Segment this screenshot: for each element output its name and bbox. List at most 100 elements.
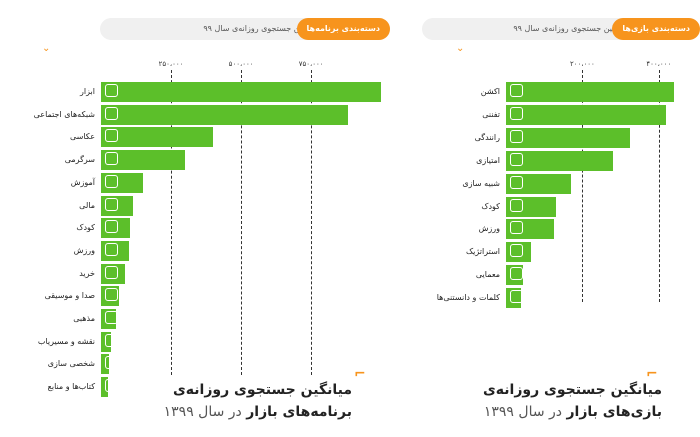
apps-category-label: صدا و موسیقی bbox=[44, 291, 95, 301]
apps-bar bbox=[101, 240, 130, 261]
shopping-icon bbox=[105, 265, 118, 279]
games-bar bbox=[506, 265, 524, 286]
games-bar bbox=[506, 82, 675, 102]
games-footer-subtitle: بازی‌های بازار در سال ۱۳۹۹ bbox=[484, 404, 662, 420]
games-bar bbox=[506, 288, 523, 309]
apps-gridline bbox=[171, 70, 173, 375]
social-icon bbox=[105, 106, 118, 120]
apps-bar bbox=[101, 286, 120, 307]
games-bar bbox=[506, 127, 631, 148]
games-category-pill: دسته‌بندی بازی‌ها bbox=[612, 18, 700, 40]
games-bar bbox=[506, 196, 556, 217]
apps-bar bbox=[101, 263, 125, 284]
games-category-label: شبیه سازی bbox=[462, 178, 500, 188]
racing-icon bbox=[510, 129, 523, 143]
chevron-down-icon: ⌄ bbox=[456, 43, 465, 54]
books-icon bbox=[105, 379, 118, 393]
apps-bar bbox=[101, 354, 118, 375]
apps-bar bbox=[101, 331, 118, 352]
games-category-label: استراتژیک bbox=[465, 247, 500, 257]
apps-footer-bold: برنامه‌های بازار bbox=[246, 404, 352, 420]
apps-category-label: ابزار bbox=[80, 87, 95, 96]
games-header-pill: میانگین جستجوی روزانه‌ی سال ۹۹ دسته‌بندی… bbox=[422, 18, 700, 40]
camera-icon bbox=[105, 129, 118, 143]
games-category-label: ورزش bbox=[478, 224, 500, 234]
games-tick-label: ۴۰۰،۰۰۰ bbox=[646, 60, 672, 68]
games-footer-bold: بازی‌های بازار bbox=[566, 404, 662, 420]
games-gridline bbox=[658, 70, 660, 302]
apps-panel: میانگین جستجوی روزانه‌ی سال ۹۹ دسته‌بندی… bbox=[33, 18, 390, 420]
apps-category-label: کودک bbox=[76, 223, 95, 233]
games-category-label: تفننی bbox=[482, 109, 500, 119]
apps-bar bbox=[101, 127, 214, 148]
games-bar bbox=[506, 219, 554, 240]
apps-category-label: عکاسی bbox=[70, 132, 95, 142]
apps-category-label: مذهبی bbox=[73, 314, 95, 323]
apps-category-pill: دسته‌بندی برنامه‌ها bbox=[296, 18, 390, 40]
games-footer-year: در سال ۱۳۹۹ bbox=[483, 404, 563, 420]
games-bar bbox=[506, 242, 531, 263]
music-icon bbox=[105, 288, 118, 302]
strategy-icon bbox=[510, 244, 523, 258]
action-icon bbox=[510, 84, 523, 97]
games-gridline bbox=[582, 70, 584, 302]
apps-category-label: نقشه و مسیریاب bbox=[37, 336, 95, 346]
games-tick-label: ۲۰۰،۰۰۰ bbox=[569, 60, 595, 68]
games-category-label: اکشن bbox=[480, 87, 500, 96]
corner-arrow-icon: ⌐ bbox=[646, 366, 658, 382]
apps-footer-year: در سال ۱۳۹۹ bbox=[163, 404, 242, 420]
apps-bar bbox=[101, 82, 382, 102]
puzzle-icon bbox=[510, 267, 523, 281]
games-chart-title: میانگین جستجوی روزانه‌ی سال ۹۹ bbox=[513, 24, 628, 33]
apps-bar bbox=[101, 377, 118, 398]
games-category-label: معمایی bbox=[475, 270, 500, 280]
apps-category-label: شخصی سازی bbox=[47, 359, 95, 369]
apps-category-label: خرید bbox=[79, 268, 95, 278]
apps-header-pill: میانگین جستجوی روزانه‌ی سال ۹۹ دسته‌بندی… bbox=[100, 18, 390, 40]
chevron-down-icon: ⌄ bbox=[42, 43, 51, 54]
games-bar bbox=[506, 150, 613, 171]
games-category-label: کودک bbox=[481, 201, 500, 211]
education-icon bbox=[105, 174, 118, 188]
kids-icon bbox=[510, 198, 523, 212]
games-panel: میانگین جستجوی روزانه‌ی سال ۹۹ دسته‌بندی… bbox=[410, 0, 700, 437]
word-icon bbox=[510, 290, 523, 304]
kids-icon bbox=[105, 220, 118, 234]
apps-tick-label: ۵۰۰،۰۰۰ bbox=[228, 60, 254, 68]
apps-bar bbox=[101, 172, 144, 193]
apps-category-label: ورزش bbox=[73, 245, 95, 255]
personalization-icon bbox=[105, 356, 118, 370]
games-category-label: کلمات و دانستنی‌ها bbox=[436, 293, 500, 303]
games-bar bbox=[506, 104, 667, 125]
entertainment-icon bbox=[105, 152, 118, 166]
games-category-label: امتیازی bbox=[476, 155, 500, 165]
corner-arrow-icon: ⌐ bbox=[354, 366, 366, 382]
apps-bar bbox=[101, 150, 186, 171]
arcade-icon bbox=[510, 152, 523, 166]
tools-icon bbox=[105, 84, 118, 97]
apps-category-label: کتاب‌ها و منابع bbox=[47, 382, 95, 392]
apps-category-label: مالی bbox=[79, 200, 95, 210]
map-icon bbox=[105, 333, 118, 347]
apps-category-label: آموزش bbox=[70, 177, 95, 187]
simulation-icon bbox=[510, 175, 523, 189]
finance-icon bbox=[105, 197, 118, 211]
sports-icon bbox=[105, 242, 118, 256]
apps-bar bbox=[101, 218, 131, 239]
apps-category-label: شبکه‌های اجتماعی bbox=[33, 109, 95, 119]
apps-tick-label: ۲۵۰،۰۰۰ bbox=[158, 60, 184, 68]
casual-icon bbox=[510, 106, 523, 120]
apps-bar bbox=[101, 195, 134, 216]
apps-bar bbox=[101, 104, 348, 125]
apps-category-label: سرگرمی bbox=[64, 155, 95, 165]
games-bar bbox=[506, 173, 571, 194]
games-footer-title: میانگین جستجوی روزانه‌ی bbox=[482, 382, 662, 398]
apps-chart-title: میانگین جستجوی روزانه‌ی سال ۹۹ bbox=[203, 24, 318, 33]
games-category-label: رانندگی bbox=[474, 132, 500, 142]
apps-bar bbox=[101, 309, 118, 329]
religion-icon bbox=[105, 311, 118, 324]
apps-tick-label: ۷۵۰،۰۰۰ bbox=[298, 60, 324, 68]
sports-icon bbox=[510, 221, 523, 235]
apps-footer-subtitle: برنامه‌های بازار در سال ۱۳۹۹ bbox=[164, 404, 352, 420]
apps-gridline bbox=[311, 70, 313, 375]
